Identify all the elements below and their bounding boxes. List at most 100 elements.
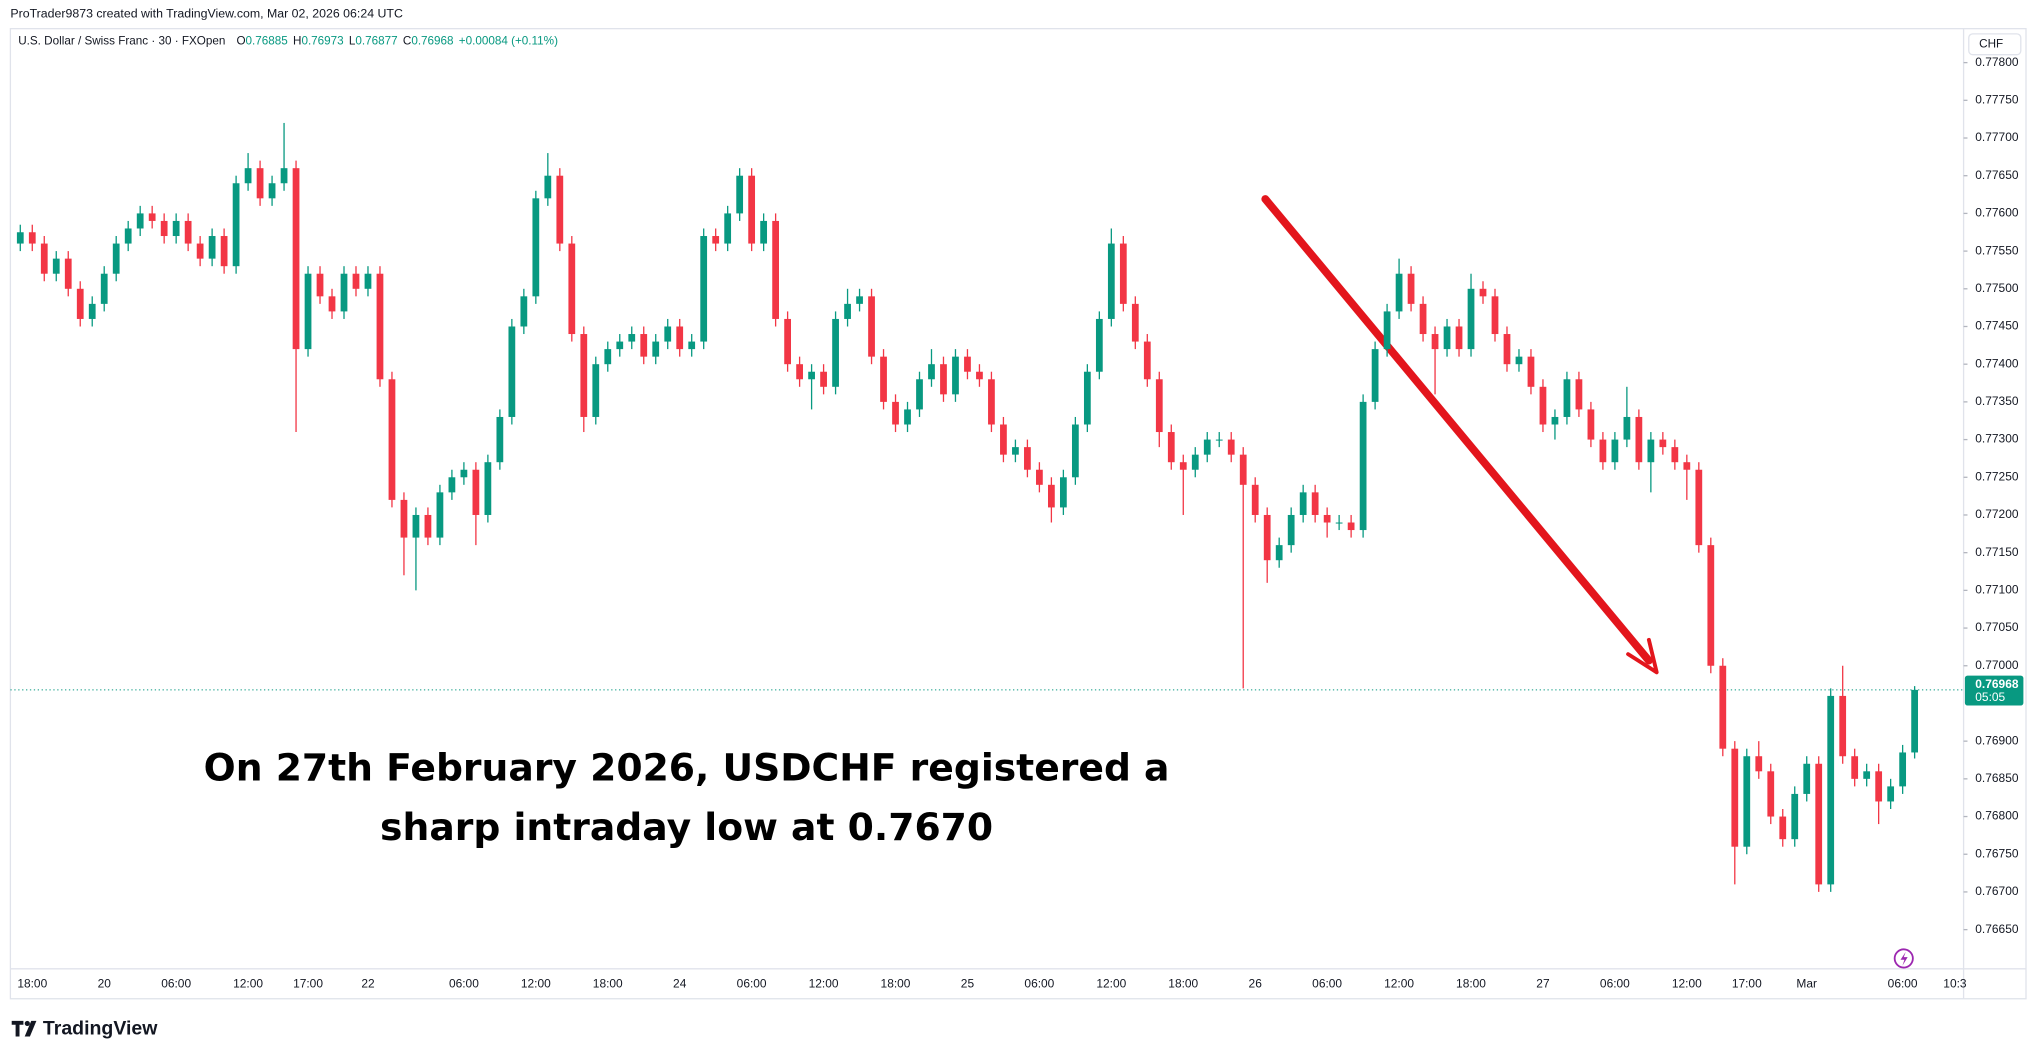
candle-body	[640, 334, 648, 357]
candle-body	[1647, 439, 1655, 463]
candle-body	[196, 243, 204, 259]
y-tick-label: 0.77550	[1975, 243, 2019, 257]
candle-body	[1743, 756, 1751, 847]
y-tick-label: 0.76850	[1975, 771, 2019, 785]
x-tick-label: 22	[361, 977, 375, 991]
ohlc-key: L	[349, 35, 356, 48]
x-tick-label: 18:00	[881, 977, 911, 991]
candle-body	[1479, 288, 1487, 297]
candle-body	[172, 220, 180, 237]
candle-body	[724, 213, 732, 244]
y-tick-label: 0.77050	[1975, 620, 2019, 634]
candle-body	[52, 258, 60, 274]
candle-body	[208, 236, 216, 259]
arrow-head	[1626, 637, 1659, 675]
y-tick-label: 0.77200	[1975, 507, 2019, 521]
candle-body	[544, 175, 552, 199]
candle-body	[1083, 371, 1091, 425]
currency-label: CHF	[1979, 37, 2003, 50]
candle-body	[1203, 439, 1211, 455]
candle-body	[1012, 447, 1019, 455]
x-tick-label: 18:00	[1168, 977, 1198, 991]
candle-body	[712, 236, 720, 244]
x-tick-label: 26	[1249, 977, 1263, 991]
y-tick-label: 0.76700	[1975, 884, 2019, 898]
candle-body	[424, 514, 432, 538]
candle-body	[1539, 386, 1547, 425]
candle-body	[664, 326, 672, 342]
candle-body	[220, 236, 228, 267]
candle-body	[700, 236, 708, 342]
x-tick-label: 06:00	[1600, 977, 1630, 991]
countdown: 05:05	[1975, 690, 2005, 704]
candle-body	[820, 371, 827, 387]
candle-body	[1299, 492, 1307, 515]
candle-body	[376, 273, 384, 380]
candle-body	[1239, 454, 1247, 485]
candle-body	[1527, 356, 1535, 387]
candle-body	[532, 198, 540, 297]
candle-body	[988, 379, 995, 425]
candle-body	[148, 213, 156, 221]
candle-body	[748, 175, 756, 244]
candle-body	[436, 492, 444, 538]
candle-body	[292, 168, 300, 350]
candle-body	[1911, 689, 1919, 753]
candle-body	[1407, 273, 1415, 304]
candle-body	[796, 364, 803, 380]
candle-body	[1131, 303, 1139, 342]
candle-body	[244, 168, 252, 184]
candle-body	[1179, 462, 1187, 470]
candle-body	[556, 175, 564, 244]
annotation: On 27th February 2026, USDCHF registered…	[204, 745, 1170, 789]
candle-body	[1143, 341, 1151, 380]
y-tick-label: 0.76900	[1975, 733, 2019, 747]
candle-body	[652, 341, 660, 357]
brand: TradingView	[43, 1017, 158, 1039]
candle-body	[268, 183, 276, 199]
y-tick-label: 0.77450	[1975, 319, 2019, 333]
candle-body	[160, 220, 168, 237]
candle-body	[304, 273, 312, 350]
candle-body	[1000, 424, 1007, 455]
arrow-shaft	[1261, 195, 1653, 665]
candle-body	[520, 296, 528, 327]
ohlc-value: 0.76877	[355, 35, 397, 48]
ohlc-key: C	[403, 35, 411, 48]
annotation: sharp intraday low at 0.7670	[380, 805, 993, 849]
candle-body	[112, 243, 120, 274]
candle-body	[256, 168, 264, 199]
candle-body	[1791, 793, 1799, 840]
candle-body	[604, 349, 612, 365]
x-tick-label: 24	[673, 977, 687, 991]
candle-body	[1419, 303, 1427, 335]
candle-body	[1623, 416, 1631, 440]
candle-body	[1731, 748, 1739, 847]
candle-body	[616, 341, 624, 350]
ohlc-key: H	[293, 35, 301, 48]
change: +0.00084 (+0.11%)	[459, 35, 558, 48]
ohlc-value: 0.76885	[246, 35, 289, 48]
candle-body	[316, 273, 324, 297]
price-label-box	[1964, 675, 2024, 706]
candle-body	[352, 273, 360, 289]
candle-body	[832, 318, 839, 387]
candle-body	[508, 326, 516, 417]
ohlc-key: O	[236, 35, 245, 48]
candle-body	[1395, 273, 1403, 312]
y-tick-label: 0.77350	[1975, 394, 2019, 408]
candle-body	[1036, 469, 1043, 485]
arrow	[1261, 195, 1659, 675]
candle-body	[1323, 514, 1331, 523]
candle-body	[1251, 484, 1259, 515]
candle-body	[1071, 424, 1079, 478]
candle-body	[388, 379, 396, 500]
candle-body	[916, 379, 923, 410]
candle-body	[880, 356, 887, 402]
candle-body	[1287, 514, 1295, 546]
y-tick-label: 0.77650	[1975, 168, 2019, 182]
candle-body	[1371, 349, 1379, 402]
y-tick-label: 0.76650	[1975, 922, 2019, 936]
y-tick-label: 0.77100	[1975, 583, 2019, 597]
